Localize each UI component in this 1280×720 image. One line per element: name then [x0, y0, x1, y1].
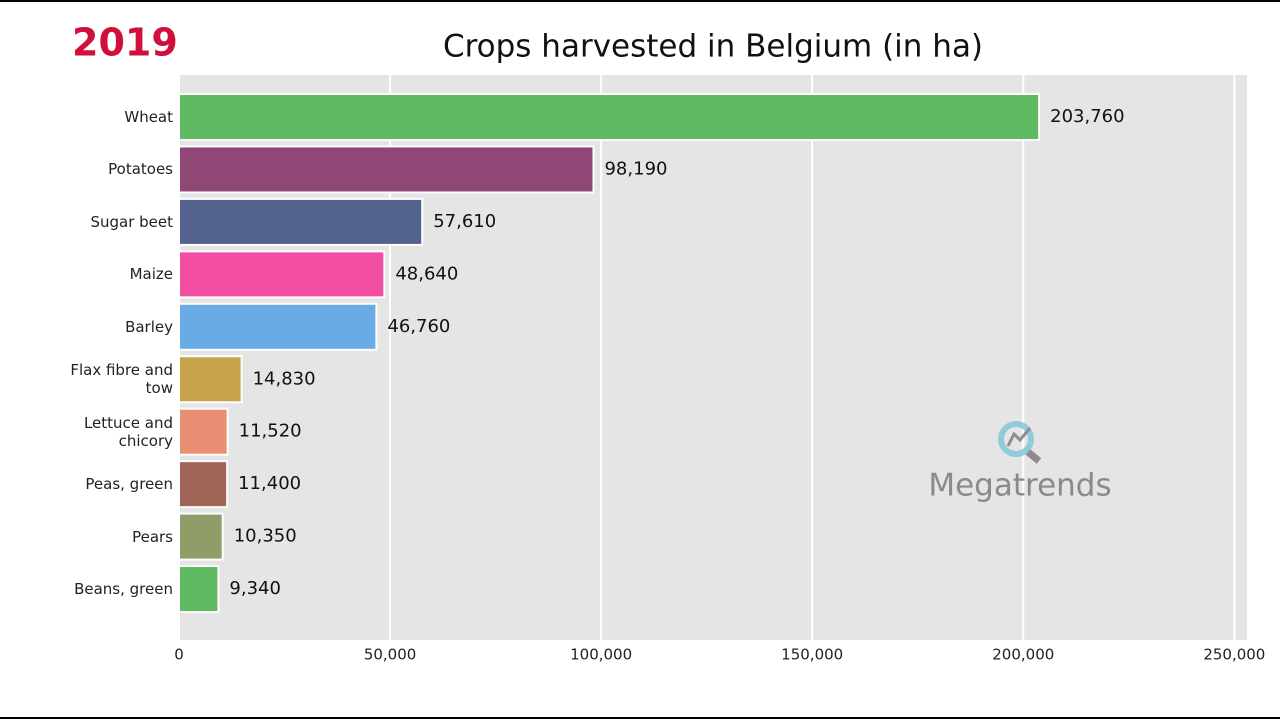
- y-tick-label: Pears: [132, 527, 173, 546]
- y-tick-label: Wheat: [124, 108, 173, 126]
- bar: [178, 512, 224, 561]
- value-label: 10,350: [234, 526, 297, 547]
- y-tick-label: Lettuce and chicory: [83, 413, 173, 450]
- watermark-logo: [998, 421, 1042, 464]
- bar: [178, 302, 378, 351]
- x-tick-label: 200,000: [992, 646, 1054, 664]
- value-label: 14,830: [253, 368, 316, 389]
- bar: [178, 407, 229, 456]
- y-tick-label: Flax fibre and tow: [70, 361, 173, 398]
- bar: [178, 355, 243, 404]
- value-label: 46,760: [387, 316, 450, 337]
- x-tick-label: 0: [174, 646, 184, 664]
- bar: [178, 93, 1041, 141]
- value-label: 11,520: [239, 421, 302, 442]
- y-tick-label: Maize: [129, 265, 173, 284]
- bar: [178, 460, 229, 509]
- watermark: Megatrends: [928, 468, 1111, 504]
- x-tick-label: 100,000: [570, 646, 632, 664]
- value-label: 11,400: [238, 473, 301, 494]
- chart-title: Crops harvested in Belgium (in ha): [443, 29, 983, 65]
- value-label: 98,190: [604, 158, 667, 179]
- bars: 203,760 98,190 57,610 48,640 46,760 14,830 11,…: [178, 93, 1125, 614]
- y-tick-label: Peas, green: [85, 475, 173, 494]
- y-tick-label: Potatoes: [108, 160, 173, 179]
- value-label: 57,610: [433, 211, 496, 232]
- x-tick-label: 150,000: [781, 646, 843, 664]
- y-tick-label: Barley: [125, 317, 173, 336]
- y-tick-label: Beans, green: [74, 580, 173, 599]
- bar: [178, 565, 220, 614]
- value-label: 48,640: [395, 263, 458, 284]
- x-tick-label: 50,000: [364, 646, 417, 664]
- value-label: 203,760: [1050, 106, 1124, 127]
- x-tick-label: 250,000: [1203, 646, 1265, 664]
- bar: [178, 145, 595, 194]
- y-tick-label: Sugar beet: [90, 212, 173, 231]
- bar: [178, 250, 386, 299]
- value-label: 9,340: [229, 578, 281, 599]
- year-label: 2019: [72, 21, 178, 65]
- bar: [178, 197, 424, 246]
